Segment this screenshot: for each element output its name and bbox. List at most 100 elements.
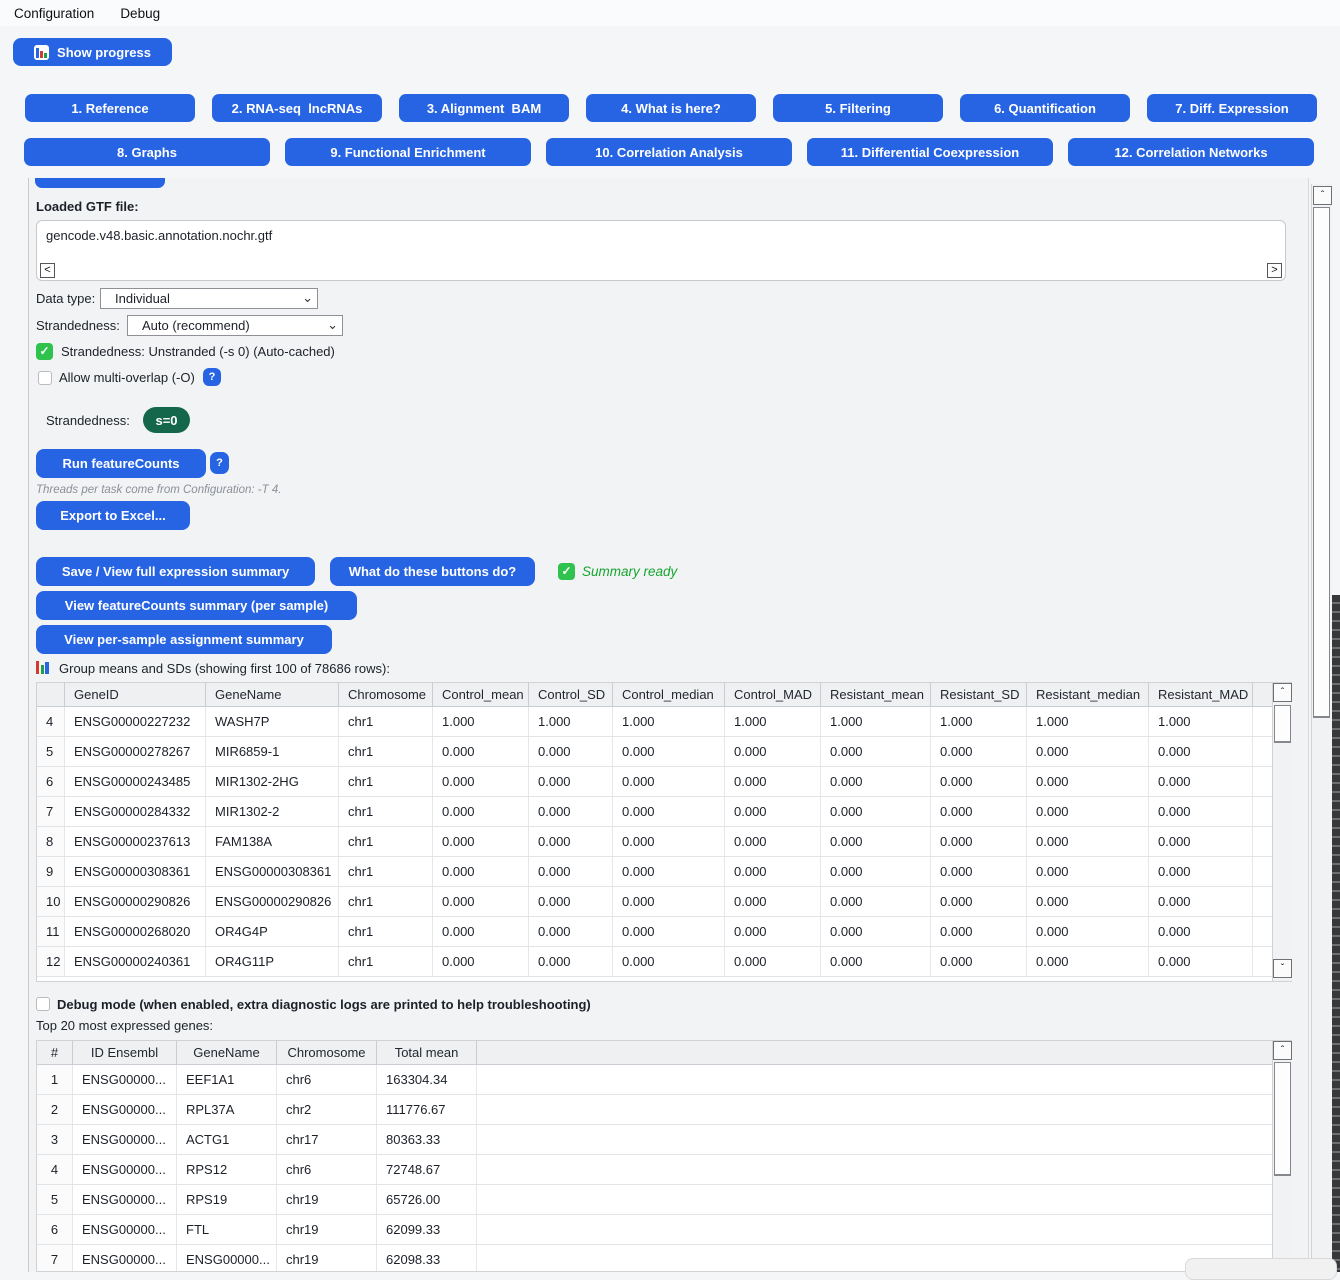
table-cell: chr1 (339, 857, 433, 886)
column-header[interactable]: Resistant_SD (931, 683, 1027, 706)
view-per-sample-summary-button[interactable]: View per-sample assignment summary (36, 625, 332, 654)
strandedness-checkbox[interactable]: ✓ (36, 343, 53, 360)
table-cell: chr6 (277, 1065, 377, 1094)
tab-rnaseq-lncrnas[interactable]: 2. RNA-seq lncRNAs (212, 94, 382, 122)
table-cell: 0.000 (613, 887, 725, 916)
gtf-file-label: Loaded GTF file: (36, 199, 139, 214)
table-row[interactable]: 5ENSG00000278267MIR6859-1chr10.0000.0000… (37, 737, 1291, 767)
column-header[interactable]: # (37, 1041, 73, 1064)
export-excel-button[interactable]: Export to Excel... (36, 501, 190, 530)
menu-debug[interactable]: Debug (120, 6, 160, 21)
table-row[interactable]: 1ENSG00000...EEF1A1chr6163304.34 (37, 1065, 1291, 1095)
table-cell: ACTG1 (177, 1125, 277, 1154)
table-cell: ENSG00000268020 (65, 917, 206, 946)
top-table-scrollbar[interactable]: ˆ (1272, 1041, 1292, 1272)
column-header[interactable]: Resistant_mean (821, 683, 931, 706)
table-row[interactable]: 12ENSG00000240361OR4G11Pchr10.0000.0000.… (37, 947, 1291, 977)
table-row[interactable]: 11ENSG00000268020OR4G4Pchr10.0000.0000.0… (37, 917, 1291, 947)
scroll-up-icon[interactable]: ˆ (1313, 186, 1332, 205)
column-header[interactable]: Control_median (613, 683, 725, 706)
table-row[interactable]: 3ENSG00000...ACTG1chr1780363.33 (37, 1125, 1291, 1155)
tab-functional-enrichment[interactable]: 9. Functional Enrichment (285, 138, 531, 166)
column-header[interactable] (37, 683, 65, 706)
table-row[interactable]: 5ENSG00000...RPS19chr1965726.00 (37, 1185, 1291, 1215)
table-row[interactable]: 2ENSG00000...RPL37Achr2111776.67 (37, 1095, 1291, 1125)
debug-mode-checkbox[interactable] (36, 997, 50, 1011)
table-cell: 1 (37, 1065, 73, 1094)
column-header[interactable]: Chromosome (339, 683, 433, 706)
table-cell: 12 (37, 947, 65, 976)
scrollbar-thumb[interactable] (1274, 705, 1291, 743)
gtf-file-field[interactable]: gencode.v48.basic.annotation.nochr.gtf <… (36, 220, 1286, 281)
strandedness-select[interactable]: Auto (recommend) ⌄ (127, 315, 343, 336)
table-row[interactable]: 4ENSG00000227232WASH7Pchr11.0001.0001.00… (37, 707, 1291, 737)
tab-correlation-analysis[interactable]: 10. Correlation Analysis (546, 138, 792, 166)
column-header[interactable]: Chromosome (277, 1041, 377, 1064)
table-row[interactable]: 7ENSG00000...ENSG00000...chr1962098.33 (37, 1245, 1291, 1272)
column-header[interactable]: Control_SD (529, 683, 613, 706)
table-cell: 0.000 (725, 827, 821, 856)
multi-overlap-checkbox[interactable] (38, 371, 52, 385)
tab-graphs[interactable]: 8. Graphs (24, 138, 270, 166)
table-row[interactable]: 9ENSG00000308361ENSG00000308361chr10.000… (37, 857, 1291, 887)
tab-correlation-networks[interactable]: 12. Correlation Networks (1068, 138, 1314, 166)
column-header[interactable]: Resistant_MAD (1149, 683, 1253, 706)
column-header[interactable]: GeneName (177, 1041, 277, 1064)
table-cell: 111776.67 (377, 1095, 477, 1124)
tab-diff-expression[interactable]: 7. Diff. Expression (1147, 94, 1317, 122)
table-cell: ENSG00000243485 (65, 767, 206, 796)
tab-what-is-here[interactable]: 4. What is here? (586, 94, 756, 122)
table-cell: 0.000 (725, 887, 821, 916)
tab-quantification[interactable]: 6. Quantification (960, 94, 1130, 122)
what-buttons-do-button[interactable]: What do these buttons do? (330, 557, 535, 586)
tab-differential-coexpression[interactable]: 11. Differential Coexpression (807, 138, 1053, 166)
help-icon[interactable]: ? (203, 368, 221, 386)
group-table-scrollbar[interactable]: ˆ ˇ (1272, 683, 1292, 981)
table-cell: 0.000 (1149, 737, 1253, 766)
save-view-summary-button[interactable]: Save / View full expression summary (36, 557, 315, 586)
column-header[interactable]: Resistant_median (1027, 683, 1149, 706)
scroll-down-icon[interactable]: ˇ (1273, 959, 1292, 978)
column-header[interactable]: Control_MAD (725, 683, 821, 706)
data-type-select[interactable]: Individual ⌄ (100, 288, 318, 309)
table-cell: chr1 (339, 827, 433, 856)
table-cell: 0.000 (725, 797, 821, 826)
scroll-up-icon[interactable]: ˆ (1273, 1041, 1292, 1060)
tab-filtering[interactable]: 5. Filtering (773, 94, 943, 122)
table-cell: WASH7P (206, 707, 339, 736)
scroll-right-icon[interactable]: > (1267, 263, 1282, 278)
column-header[interactable]: Control_mean (433, 683, 529, 706)
scrollbar-thumb[interactable] (1313, 207, 1330, 718)
column-header[interactable]: GeneName (206, 683, 339, 706)
table-cell: 0.000 (725, 947, 821, 976)
table-cell: 5 (37, 1185, 73, 1214)
column-header[interactable]: Total mean (377, 1041, 477, 1064)
table-row[interactable]: 10ENSG00000290826ENSG00000290826chr10.00… (37, 887, 1291, 917)
menu-configuration[interactable]: Configuration (14, 6, 94, 21)
help-icon[interactable]: ? (210, 452, 229, 474)
run-featurecounts-button[interactable]: Run featureCounts (36, 449, 206, 478)
chevron-down-icon: ⌄ (302, 290, 313, 306)
window-scrollbar[interactable] (1332, 595, 1340, 1272)
table-cell: 0.000 (1027, 797, 1149, 826)
table-cell-empty (477, 1245, 1273, 1272)
table-cell: 7 (37, 1245, 73, 1272)
show-progress-button[interactable]: Show progress (13, 38, 172, 66)
panel-scrollbar[interactable]: ˆ (1311, 184, 1332, 1272)
table-row[interactable]: 7ENSG00000284332MIR1302-2chr10.0000.0000… (37, 797, 1291, 827)
table-cell: 4 (37, 707, 65, 736)
scrollbar-thumb[interactable] (1274, 1062, 1291, 1176)
table-row[interactable]: 8ENSG00000237613FAM138Achr10.0000.0000.0… (37, 827, 1291, 857)
scroll-left-icon[interactable]: < (40, 263, 55, 278)
table-row[interactable]: 6ENSG00000...FTLchr1962099.33 (37, 1215, 1291, 1245)
view-featurecounts-summary-button[interactable]: View featureCounts summary (per sample) (36, 591, 357, 620)
threads-note: Threads per task come from Configuration… (36, 484, 281, 496)
tab-alignment-bam[interactable]: 3. Alignment BAM (399, 94, 569, 122)
column-header[interactable]: ID Ensembl (73, 1041, 177, 1064)
column-header[interactable]: GeneID (65, 683, 206, 706)
tab-row-1: 1. Reference 2. RNA-seq lncRNAs 3. Align… (25, 94, 1317, 122)
table-row[interactable]: 6ENSG00000243485MIR1302-2HGchr10.0000.00… (37, 767, 1291, 797)
table-row[interactable]: 4ENSG00000...RPS12chr672748.67 (37, 1155, 1291, 1185)
tab-reference[interactable]: 1. Reference (25, 94, 195, 122)
scroll-up-icon[interactable]: ˆ (1273, 683, 1292, 702)
